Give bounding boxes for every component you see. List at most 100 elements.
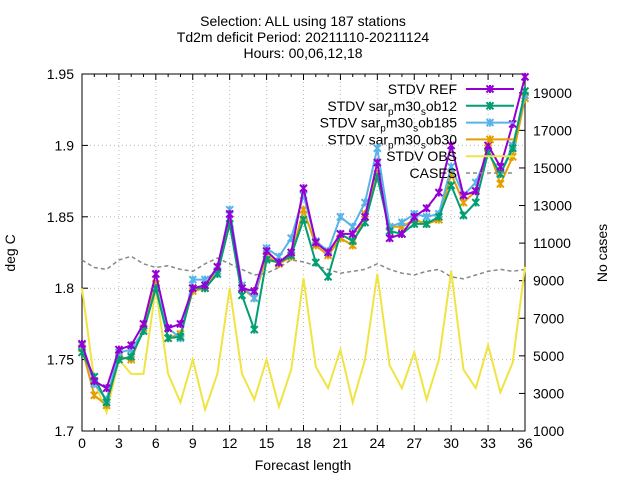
y-tick-label: 1.95: [47, 66, 74, 82]
data-point: [446, 162, 456, 172]
y2-tick-label: 7000: [533, 310, 564, 326]
y-tick-label: 1.75: [47, 352, 74, 368]
x-axis: 0 3 6 9 12 15 18 21 24 27 30 33 36: [78, 74, 533, 451]
data-point: [163, 333, 173, 343]
data-point: [422, 219, 431, 229]
data-point: [237, 283, 247, 293]
y2-tick-label: 9000: [533, 273, 564, 289]
x-tick-label: 24: [370, 435, 386, 451]
plot-frame: [81, 73, 526, 432]
series-line: [81, 255, 526, 280]
y2-tick-label: 19000: [533, 85, 572, 101]
data-point: [373, 158, 382, 167]
legend-label: CASES: [410, 165, 457, 181]
x-tick-label: 15: [259, 435, 275, 451]
data-point: [127, 341, 136, 350]
chart-title: Selection: ALL using 187 stations Td2m d…: [177, 13, 430, 61]
data-point: [422, 212, 431, 222]
series-line: [81, 95, 526, 402]
x-tick-label: 18: [296, 435, 312, 451]
data-point: [274, 258, 284, 267]
y-axis-label: deg C: [2, 234, 18, 271]
data-point: [102, 383, 111, 393]
data-point: [446, 181, 456, 190]
legend-label: STDV REF: [388, 81, 457, 97]
title-line-2: Td2m deficit Period: 20211110-20211124: [177, 29, 430, 45]
data-point: [508, 119, 517, 129]
data-point: [410, 212, 419, 222]
data-point: [434, 212, 444, 222]
y2-axis: 1000 3000 5000 7000 9000 11000 13000 15000 17000…: [519, 85, 572, 439]
data-point: [127, 352, 136, 361]
data-point: [459, 211, 468, 220]
data-point: [446, 141, 456, 150]
data-point: [311, 238, 321, 247]
data-point: [90, 391, 99, 400]
data-point: [422, 204, 431, 213]
data-point: [496, 162, 505, 172]
legend-label-sub: p: [388, 107, 394, 118]
legend-label-part: STDV sar: [327, 98, 388, 114]
data-point: [459, 198, 468, 207]
data-point: [459, 191, 468, 200]
x-tick-label: 3: [115, 435, 123, 451]
data-point: [496, 169, 505, 179]
data-point: [151, 269, 161, 279]
y2-tick-label: 17000: [533, 122, 572, 138]
data-point: [434, 188, 444, 197]
legend-label-sub: s: [421, 107, 426, 118]
data-point: [114, 345, 124, 354]
y2-tick-label: 5000: [533, 348, 564, 364]
data-point: [250, 325, 259, 334]
legend-label-part: m30: [386, 115, 413, 131]
y2-tick-label: 1000: [533, 423, 564, 439]
data-point: [496, 179, 505, 189]
data-point: [397, 229, 407, 239]
y2-tick-label: 3000: [533, 385, 564, 401]
legend-marker: [485, 135, 495, 144]
title-line-1: Selection: ALL using 187 stations: [200, 13, 406, 29]
x-tick-label: 30: [443, 435, 459, 451]
series-1: [77, 86, 530, 407]
data-point: [373, 144, 382, 153]
data-point: [299, 184, 308, 193]
data-point: [323, 248, 333, 257]
data-point: [348, 236, 357, 246]
data-point: [286, 248, 296, 257]
data-point: [188, 275, 197, 284]
data-point: [397, 218, 407, 227]
data-point: [250, 293, 259, 303]
x-axis-label: Forecast length: [255, 457, 352, 473]
legend-label-sub: s: [413, 124, 418, 135]
data-point: [200, 281, 210, 290]
x-tick-label: 27: [406, 435, 422, 451]
data-point: [213, 262, 222, 271]
data-point: [176, 319, 185, 329]
data-point: [90, 376, 99, 386]
legend-label-part: m30: [394, 98, 421, 114]
legend-label: STDV sarpm30sob12: [327, 98, 457, 118]
data-point: [299, 215, 308, 224]
legend-label-sub: p: [388, 140, 394, 151]
data-point: [336, 212, 345, 222]
y-tick-label: 1.9: [55, 137, 75, 153]
legend-label-part: ob185: [418, 115, 457, 131]
data-point: [360, 212, 370, 222]
data-point: [250, 286, 259, 296]
data-point: [311, 258, 321, 267]
data-point: [520, 72, 530, 82]
data-point: [163, 323, 173, 333]
data-point: [188, 283, 197, 293]
series-0: [77, 72, 530, 393]
legend-label: STDV sarpm30sob30: [327, 131, 457, 151]
grid: [82, 74, 525, 431]
legend-label: STDV sarpm30sob185: [320, 115, 458, 135]
legend-label-part: STDV sar: [320, 115, 381, 131]
x-tick-label: 21: [333, 435, 349, 451]
legend-label: STDV OBS: [386, 148, 457, 164]
data-point: [323, 272, 333, 281]
series-layer: [77, 72, 530, 416]
data-point: [508, 144, 517, 153]
x-tick-label: 6: [152, 435, 160, 451]
